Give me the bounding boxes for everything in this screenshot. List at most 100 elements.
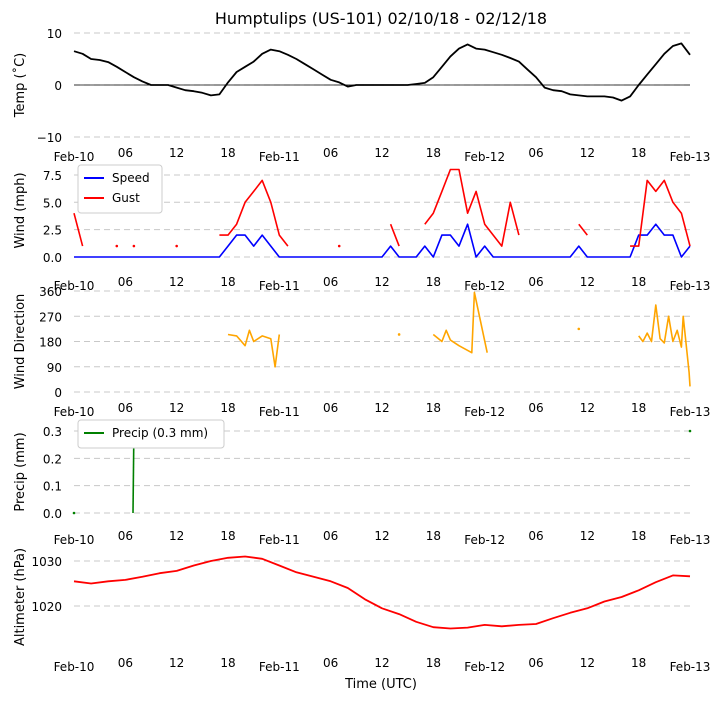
x-tick-label: 06 bbox=[528, 401, 543, 415]
series-line-gust bbox=[219, 179, 289, 247]
x-tick-label: 18 bbox=[220, 146, 235, 160]
x-tick-label: 06 bbox=[323, 275, 338, 289]
data-point-precip bbox=[72, 511, 76, 515]
series-line-direction bbox=[432, 291, 488, 354]
x-tick-label: 18 bbox=[631, 275, 646, 289]
x-tick-label: Feb-10 bbox=[54, 533, 95, 547]
series-line-direction bbox=[638, 304, 691, 387]
x-tick-label: 06 bbox=[118, 529, 133, 543]
x-tick-label: 12 bbox=[580, 656, 595, 670]
y-tick-label: 10 bbox=[47, 27, 62, 41]
series-line-gust bbox=[578, 223, 588, 236]
x-tick-label: 12 bbox=[169, 401, 184, 415]
panel-wind: 0.0 2.5 5.0 7.5 Wind (mph) Feb-10 06 12 18 Feb-11… bbox=[13, 164, 710, 293]
x-tick-label: 18 bbox=[631, 656, 646, 670]
x-tick-label: 12 bbox=[374, 146, 389, 160]
x-tick-label: Feb-10 bbox=[54, 405, 95, 419]
y-tick-label: 0.2 bbox=[43, 452, 62, 466]
panel-precip: 0.0 0.1 0.2 0.3 Precip (mm) Feb-10 06 12 18 Feb-1… bbox=[13, 419, 710, 547]
legend-label: Gust bbox=[112, 191, 140, 205]
x-tick-label: 12 bbox=[169, 146, 184, 160]
x-tick-label: Feb-12 bbox=[464, 660, 505, 674]
x-tick-label: 06 bbox=[118, 146, 133, 160]
panel-dir: 0 90 180 270 360 Wind Direction Feb-10 06 12 18 Fe… bbox=[13, 285, 710, 419]
x-tick-label: 12 bbox=[169, 275, 184, 289]
y-tick-label: 360 bbox=[39, 285, 62, 299]
y-axis-label: Temp (˚C) bbox=[12, 53, 28, 119]
x-tick-label: 06 bbox=[323, 146, 338, 160]
series-line-gust bbox=[630, 179, 691, 247]
x-tick-label: Feb-11 bbox=[259, 279, 300, 293]
chart-title: Humptulips (US-101) 02/10/18 - 02/12/18 bbox=[215, 9, 547, 28]
y-tick-label: 5.0 bbox=[43, 196, 62, 210]
data-point-direction bbox=[397, 333, 401, 336]
x-tick-label: 06 bbox=[528, 656, 543, 670]
x-tick-label: 06 bbox=[323, 401, 338, 415]
x-tick-label: Feb-13 bbox=[670, 660, 711, 674]
x-tick-label: 18 bbox=[426, 275, 441, 289]
y-tick-label: 7.5 bbox=[43, 169, 62, 183]
x-tick-label: 06 bbox=[528, 146, 543, 160]
y-tick-label: −10 bbox=[37, 131, 62, 145]
x-tick-label: 12 bbox=[169, 529, 184, 543]
data-point-gust bbox=[175, 244, 178, 248]
y-tick-label: 1030 bbox=[31, 555, 62, 569]
x-tick-label: Feb-12 bbox=[464, 150, 505, 164]
x-tick-label: 18 bbox=[631, 401, 646, 415]
y-tick-label: 0.1 bbox=[43, 480, 62, 494]
x-tick-label: Feb-13 bbox=[670, 150, 711, 164]
series-line-gust bbox=[424, 168, 520, 247]
x-tick-label: 18 bbox=[426, 529, 441, 543]
data-point-gust bbox=[337, 244, 341, 248]
data-point-gust bbox=[132, 244, 136, 248]
x-tick-label: Feb-11 bbox=[259, 660, 300, 674]
y-tick-label: 90 bbox=[47, 361, 62, 375]
series-line-temp bbox=[73, 42, 691, 102]
x-tick-label: 06 bbox=[118, 275, 133, 289]
x-tick-label: 12 bbox=[580, 275, 595, 289]
x-tick-label: Feb-10 bbox=[54, 660, 95, 674]
x-tick-label: 12 bbox=[580, 146, 595, 160]
legend-label: Speed bbox=[112, 171, 150, 185]
x-tick-label: 06 bbox=[118, 401, 133, 415]
y-tick-label: 0.0 bbox=[43, 251, 62, 265]
legend-box bbox=[77, 419, 225, 449]
y-axis-label: Wind Direction bbox=[13, 294, 28, 390]
x-tick-label: 12 bbox=[580, 529, 595, 543]
x-tick-label: Feb-11 bbox=[259, 150, 300, 164]
x-tick-label: 18 bbox=[220, 401, 235, 415]
x-tick-label: 06 bbox=[118, 656, 133, 670]
y-tick-label: 0.0 bbox=[43, 507, 62, 521]
x-tick-label: 18 bbox=[220, 656, 235, 670]
series-line-speed bbox=[74, 223, 691, 258]
x-tick-label: 12 bbox=[374, 529, 389, 543]
y-tick-label: 1020 bbox=[31, 600, 62, 614]
x-tick-label: 18 bbox=[220, 529, 235, 543]
x-tick-label: Feb-10 bbox=[54, 150, 95, 164]
y-tick-label: 0.3 bbox=[43, 425, 62, 439]
x-tick-label: 06 bbox=[323, 529, 338, 543]
x-tick-label: Feb-11 bbox=[259, 533, 300, 547]
x-tick-label: 12 bbox=[374, 401, 389, 415]
y-tick-label: 270 bbox=[39, 310, 62, 324]
data-point-direction bbox=[577, 327, 581, 331]
x-tick-label: 18 bbox=[426, 656, 441, 670]
panel-temp: 10 0 −10 Temp (˚C) Feb-10 06 12 18 Feb-11 06 12 18 F… bbox=[12, 27, 710, 164]
x-tick-label: 12 bbox=[169, 656, 184, 670]
x-tick-label: 18 bbox=[631, 529, 646, 543]
series-line-direction bbox=[227, 329, 281, 368]
x-tick-label: 12 bbox=[374, 656, 389, 670]
y-axis-label: Wind (mph) bbox=[13, 172, 28, 248]
legend-label: Precip (0.3 mm) bbox=[112, 426, 208, 440]
x-tick-label: 12 bbox=[580, 401, 595, 415]
x-tick-label: 18 bbox=[220, 275, 235, 289]
x-tick-label: 12 bbox=[374, 275, 389, 289]
x-tick-label: 18 bbox=[631, 146, 646, 160]
series-line-gust bbox=[389, 223, 400, 247]
y-axis-label: Altimeter (hPa) bbox=[13, 548, 28, 646]
series-line-altimeter bbox=[73, 555, 691, 630]
x-tick-label: Feb-12 bbox=[464, 533, 505, 547]
